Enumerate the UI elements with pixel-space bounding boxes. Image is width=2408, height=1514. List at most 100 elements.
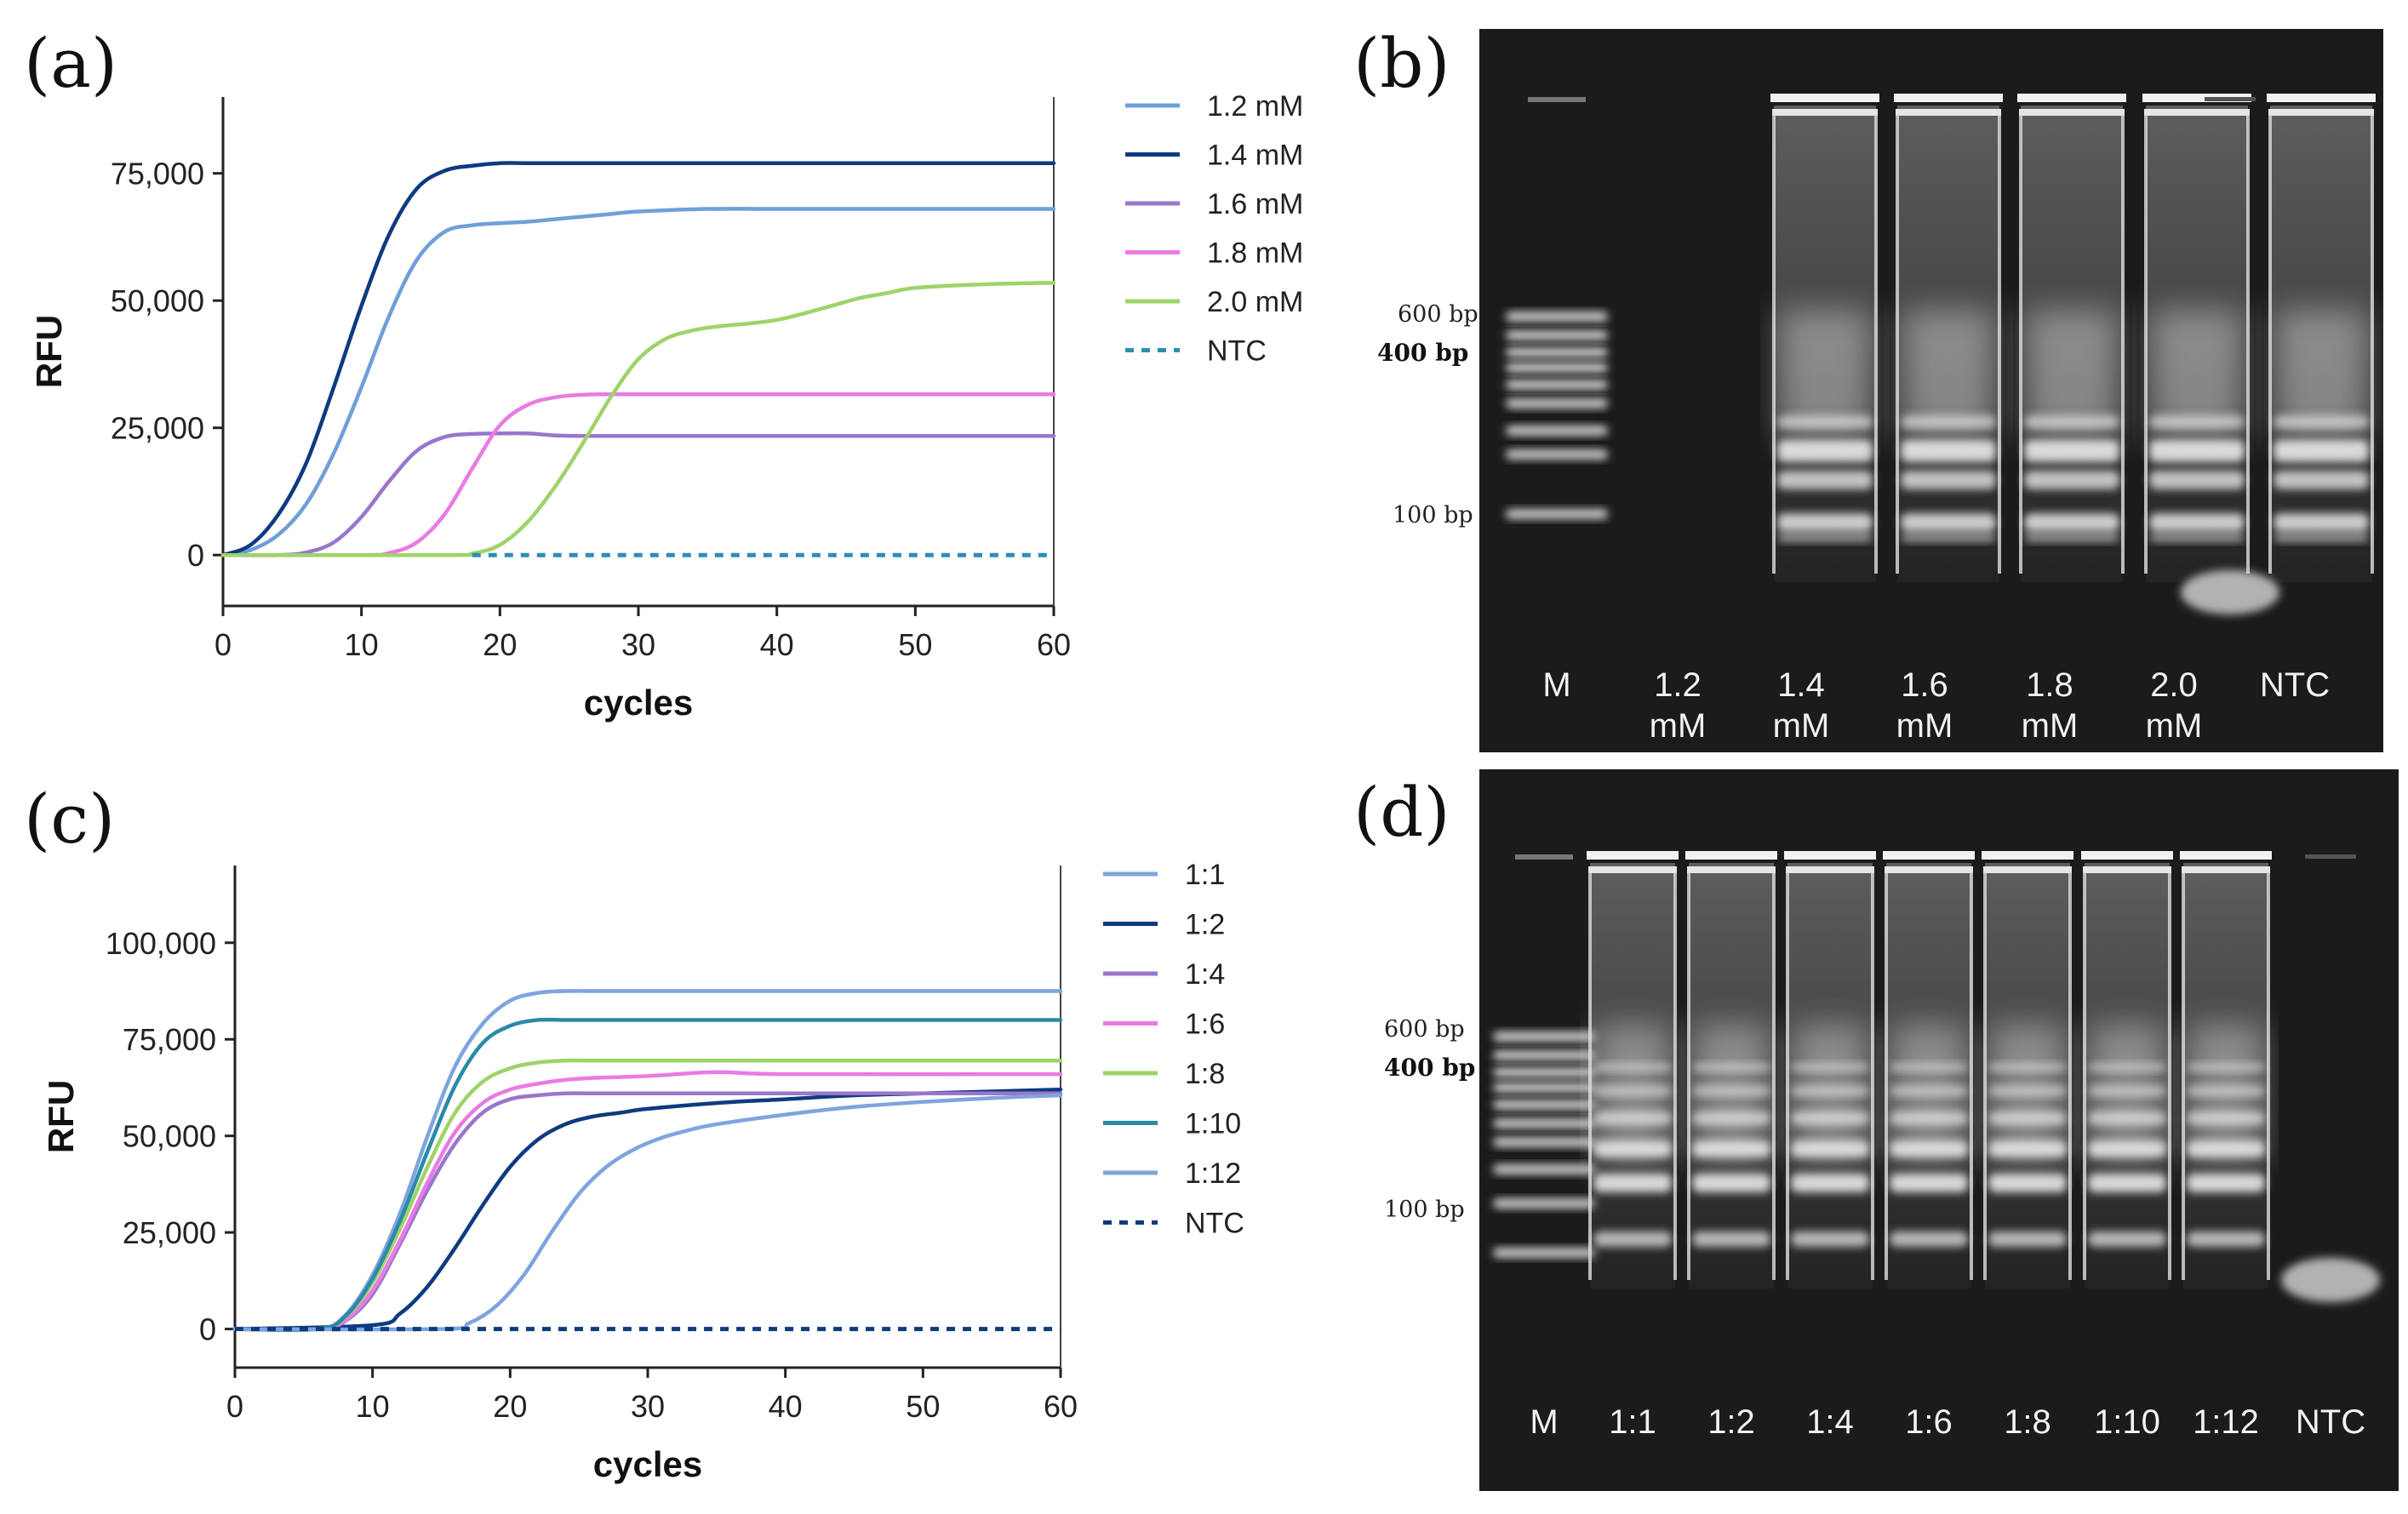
gel-b-lane-2-band-3 <box>2024 513 2119 532</box>
gel-d-ntc-primer-dimer <box>2281 1258 2380 1302</box>
panel-label-a: (a) <box>24 24 118 103</box>
chart-a-series-1-4-mM <box>220 161 1056 557</box>
gel-b-label-600: 600 bp <box>1398 301 1479 328</box>
gel-b-ladder-band-6 <box>1506 426 1608 436</box>
chart-a-series-2-0-mM <box>220 281 1056 557</box>
gel-b-lane-label-5: 2.0 <box>2150 666 2198 704</box>
gel-d-lane-3-band-2 <box>1890 1111 1968 1125</box>
gel-b-lane-3-band-4 <box>2149 534 2245 542</box>
panel-label-c: (c) <box>24 780 116 859</box>
gel-d-lane-well-5 <box>2081 851 2173 860</box>
gel-d-lane-3-band-4 <box>1890 1174 1968 1192</box>
gel-b-ladder-band-4 <box>1506 380 1608 390</box>
chart-a-xlabel: cycles <box>584 683 693 723</box>
gel-b-lane-3-band-3 <box>2149 513 2245 532</box>
gel-b-lane-0-band-3 <box>1777 513 1873 532</box>
gel-b-ladder-labels: 600 bp 400 bp 100 bp <box>1377 301 1479 528</box>
chart-a-legend-label-1: 1.4 mM <box>1207 140 1303 172</box>
gel-d-lane-1-band-5 <box>1692 1231 1770 1247</box>
gel-b-lane-well-1 <box>1894 94 2003 102</box>
gel-d-label-600: 600 bp <box>1384 1016 1465 1043</box>
gel-d-lane-0-band-1 <box>1593 1086 1672 1096</box>
gel-d-lane-label-2: 1:2 <box>1707 1403 1755 1441</box>
gel-b-lane-3-band-0 <box>2149 415 2245 429</box>
gel-b-lane-unit-1: mM <box>1650 707 1707 745</box>
gel-d-lane-3-band-5 <box>1890 1231 1968 1247</box>
gel-b-lane-0-band-2 <box>1777 471 1873 489</box>
gel-b-lane-0-band-0 <box>1777 415 1873 429</box>
chart-c-ytick-label-75000: 75,000 <box>123 1022 216 1057</box>
chart-a-legend-label-0: 1.2 mM <box>1207 90 1303 123</box>
gel-d-lane-well2-3 <box>1885 866 1973 873</box>
chart-c-legend-label-6: 1:12 <box>1185 1157 1241 1190</box>
gel-d-ladder-band-8 <box>1493 1198 1595 1208</box>
gel-b-lane-unit-4: mM <box>2022 707 2079 745</box>
gel-b-lane-1-band-0 <box>1901 415 1996 429</box>
gel-d-lane-1-band-2 <box>1692 1111 1770 1125</box>
chart-a-series-1-2-mM <box>220 207 1056 557</box>
chart-a-ylabel: RFU <box>29 315 69 388</box>
chart-a-xtick-label-40: 40 <box>760 627 794 662</box>
gel-d-lane-well-1 <box>1685 851 1777 860</box>
gel-d-lane-2-band-0 <box>1791 1063 1869 1071</box>
gel-b-lane-2-band-4 <box>2024 534 2119 542</box>
gel-d-lane-0-band-2 <box>1593 1111 1672 1125</box>
chart-a-legend-label-3: 1.8 mM <box>1207 237 1303 270</box>
gel-d-lane-label-7: 1:12 <box>2193 1403 2259 1441</box>
chart-a-series-1-8-mM <box>220 391 1056 557</box>
gel-d-label-100: 100 bp <box>1384 1197 1465 1223</box>
chart-c-legend-label-1: 1:2 <box>1185 909 1225 941</box>
gel-b-lane-2-band-0 <box>2024 415 2119 429</box>
gel-b-lane-4-band-3 <box>2274 513 2369 532</box>
gel-d-lane-6-band-0 <box>2187 1063 2265 1071</box>
gel-d-lane-well2-6 <box>2182 866 2270 873</box>
gel-d-lane-label-4: 1:6 <box>1905 1403 1953 1441</box>
chart-c-legend-label-5: 1:10 <box>1185 1108 1241 1140</box>
gel-b-ladder-band-7 <box>1506 449 1608 460</box>
chart-a-ytick-label-25000: 25,000 <box>111 411 204 446</box>
chart-a-legend-label-2: 1.6 mM <box>1207 188 1303 220</box>
gel-d-lane-5-band-2 <box>2088 1111 2166 1125</box>
gel-d-lane-3-band-0 <box>1890 1063 1968 1071</box>
chart-c-xtick-label-50: 50 <box>906 1389 940 1424</box>
gel-d-lane-3-band-3 <box>1890 1140 1968 1157</box>
gel-b-lane-1-band-3 <box>1901 513 1996 532</box>
gel-d-ladder-band-1 <box>1493 1050 1595 1060</box>
chart-c-series-1-10 <box>232 1017 1063 1332</box>
gel-d-lane-5-band-5 <box>2088 1231 2166 1247</box>
gel-b-lane-well2-2 <box>2019 109 2125 116</box>
chart-a-xtick-label-60: 60 <box>1037 627 1071 662</box>
gel-b-lane-unit-2: mM <box>1773 707 1830 745</box>
gel-d-lane-well2-0 <box>1588 866 1677 873</box>
gel-d-lane-4-band-3 <box>1988 1140 2067 1157</box>
chart-c-xtick-label-40: 40 <box>769 1389 803 1424</box>
gel-b-ntc-primer-dimer <box>2181 570 2279 614</box>
gel-d-lane-5-band-0 <box>2088 1063 2166 1071</box>
gel-d-lane-0-band-4 <box>1593 1174 1672 1192</box>
gel-b-lane-0-band-1 <box>1777 440 1873 462</box>
gel-d-lane-6-band-4 <box>2187 1174 2265 1192</box>
gel-d-lane-5-band-4 <box>2088 1174 2166 1192</box>
gel-b-lane-well2-4 <box>2268 109 2374 116</box>
gel-b-lane-label-4: 1.8 <box>2026 666 2073 704</box>
gel-b-lane-4-band-1 <box>2274 440 2369 462</box>
gel-d-lane-label-5: 1:8 <box>2004 1403 2051 1441</box>
chart-c-legend-label-0: 1:1 <box>1185 859 1225 891</box>
gel-d-ladder-band-4 <box>1493 1100 1595 1110</box>
chart-c-xtick-label-0: 0 <box>226 1389 243 1424</box>
chart-c-xlabel: cycles <box>593 1444 702 1484</box>
gel-d-lane-well2-1 <box>1687 866 1776 873</box>
gel-d-ntc-well <box>2305 854 2356 859</box>
gel-d-ladder-band-3 <box>1493 1083 1595 1093</box>
chart-a-ytick-label-50000: 50,000 <box>111 283 204 318</box>
chart-a-xtick-label-20: 20 <box>483 627 517 662</box>
gel-d-ladder-well <box>1515 854 1573 860</box>
panel-label-b: (b) <box>1353 24 1450 103</box>
chart-c-series-1-12 <box>232 1093 1063 1332</box>
chart-c-xtick-label-20: 20 <box>493 1389 527 1424</box>
gel-b-lane-label-3: 1.6 <box>1901 666 1948 704</box>
gel-b-label-100: 100 bp <box>1393 502 1473 528</box>
gel-b-lane-1-band-4 <box>1901 534 1996 542</box>
gel-d-lane-0-band-3 <box>1593 1140 1672 1157</box>
chart-c-legend-label-3: 1:6 <box>1185 1008 1225 1041</box>
